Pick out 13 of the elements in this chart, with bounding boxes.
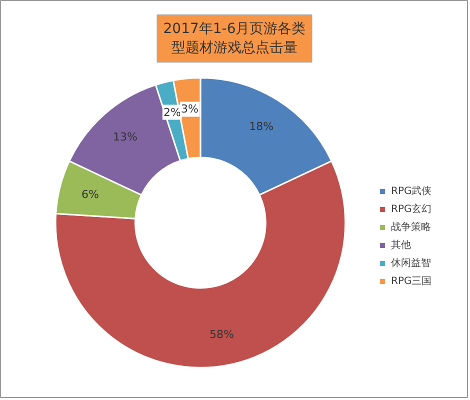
legend-label: 战争策略 bbox=[391, 220, 431, 234]
legend-label: RPG三国 bbox=[391, 275, 432, 288]
data-label: 6% bbox=[82, 188, 100, 201]
legend-label: RPG玄幻 bbox=[391, 202, 432, 216]
legend-label: 其他 bbox=[391, 238, 411, 252]
legend-label: 休闲益智 bbox=[391, 257, 431, 270]
legend-label: RPG武侠 bbox=[391, 184, 432, 198]
data-label: 18% bbox=[249, 120, 274, 133]
data-label: 3% bbox=[181, 102, 198, 116]
data-label: 2% bbox=[163, 106, 181, 119]
data-label: 58% bbox=[210, 328, 234, 342]
chart-title: 2017年1-6月页游各类型题材游戏总点击量 bbox=[163, 20, 306, 56]
data-label: 13% bbox=[113, 130, 138, 144]
